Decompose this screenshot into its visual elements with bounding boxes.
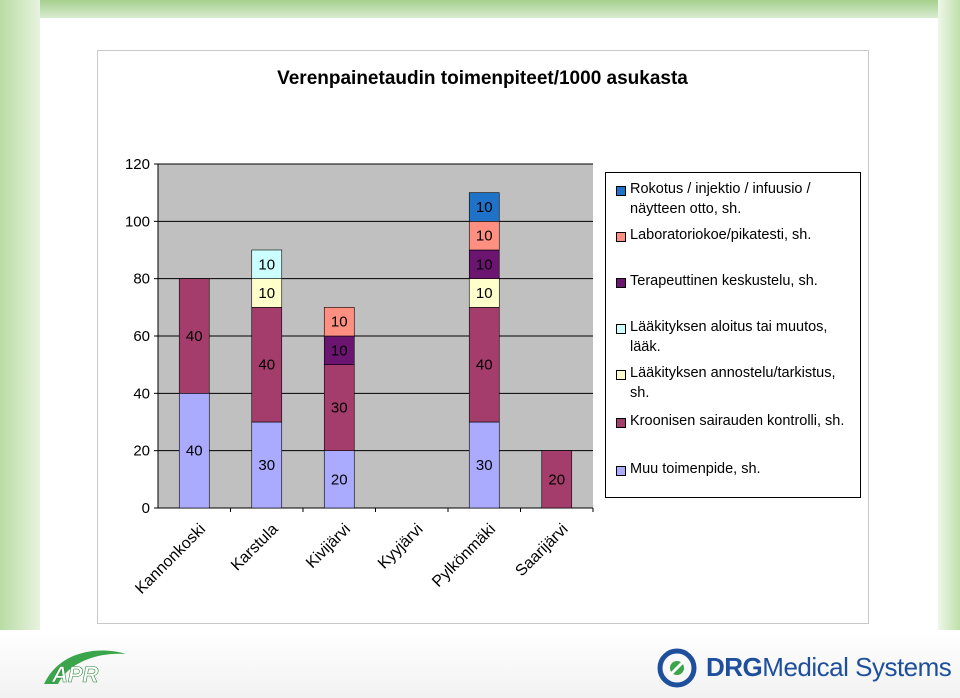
- data-label: 40: [186, 328, 203, 345]
- data-label: 10: [258, 285, 275, 302]
- bar-segment: [323, 450, 355, 509]
- bar-segment: [251, 278, 283, 308]
- x-tick-label: Kannonkoski: [132, 521, 209, 598]
- data-label: 10: [331, 314, 348, 331]
- y-tick-label: 60: [133, 328, 150, 345]
- y-tick-label: 0: [142, 500, 150, 517]
- data-label: 30: [476, 457, 493, 474]
- bar-segment: [323, 335, 355, 365]
- data-label: 10: [258, 256, 275, 273]
- legend-swatch: [616, 232, 626, 242]
- chart-title: Verenpainetaudin toimenpiteet/1000 asuka…: [277, 68, 688, 89]
- drg-logo-text: DRGMedical Systems: [706, 652, 952, 683]
- legend-label: Muu toimenpide, sh.: [630, 461, 761, 477]
- legend-label: Kroonisen sairauden kontrolli, sh.: [630, 413, 845, 429]
- drg-logo-bold: DRG: [706, 652, 763, 682]
- apr-logo-text: APR: [51, 662, 99, 687]
- data-label: 10: [476, 256, 493, 273]
- legend-label: Terapeuttinen keskustelu, sh.: [630, 273, 818, 289]
- footer-band: [0, 630, 960, 698]
- right-accent-band: [938, 0, 960, 640]
- bar-segment: [251, 421, 283, 509]
- bar-segment: [251, 249, 283, 279]
- legend-swatch: [616, 324, 626, 334]
- y-tick-label: 100: [125, 213, 150, 230]
- x-tick-label: Kivijärvi: [303, 521, 354, 572]
- legend-swatch: [616, 466, 626, 476]
- y-tick-label: 120: [125, 156, 150, 173]
- data-label: 20: [548, 471, 565, 488]
- apr-logo: APR: [44, 650, 126, 687]
- legend-label: Lääkityksen annostelu/tarkistus, sh.: [630, 365, 836, 401]
- bar-segment: [468, 421, 500, 509]
- data-label: 10: [476, 285, 493, 302]
- legend-swatch: [616, 418, 626, 428]
- bar-segment: [323, 364, 355, 451]
- data-label: 30: [331, 400, 348, 417]
- bar-segment: [323, 307, 355, 337]
- bar-segment: [468, 192, 500, 222]
- bar-segment: [541, 450, 573, 509]
- drg-logo: [657, 648, 697, 688]
- bar-segment: [468, 221, 500, 251]
- legend-swatch: [616, 186, 626, 196]
- x-tick-label: Saarijärvi: [512, 521, 571, 580]
- y-tick-label: 40: [133, 385, 150, 402]
- legend-swatch: [616, 278, 626, 288]
- y-tick-label: 80: [133, 271, 150, 288]
- bar-segment: [178, 278, 210, 394]
- x-tick-label: Pylkönmäki: [429, 521, 499, 591]
- data-label: 20: [331, 471, 348, 488]
- data-label: 30: [258, 457, 275, 474]
- top-accent-band: [0, 0, 960, 18]
- drg-logo-light: Medical Systems: [762, 652, 952, 682]
- data-label: 40: [186, 443, 203, 460]
- data-label: 40: [476, 357, 493, 374]
- data-label: 40: [258, 357, 275, 374]
- bar-segment: [468, 249, 500, 279]
- y-tick-label: 20: [133, 443, 150, 460]
- chart-legend: Rokotus / injektio / infuusio / näytteen…: [605, 172, 861, 498]
- legend-swatch: [616, 370, 626, 380]
- left-accent-band: [0, 0, 40, 640]
- legend-label: Laboratoriokoe/pikatesti, sh.: [630, 227, 812, 243]
- legend-label: Lääkityksen aloitus tai muutos, lääk.: [630, 319, 828, 355]
- x-tick-label: Kyyjärvi: [375, 521, 427, 573]
- x-tick-label: Karstula: [228, 521, 282, 575]
- data-label: 10: [331, 342, 348, 359]
- data-label: 10: [476, 228, 493, 245]
- legend-label: Rokotus / injektio / infuusio / näytteen…: [630, 181, 811, 217]
- data-label: 10: [476, 199, 493, 216]
